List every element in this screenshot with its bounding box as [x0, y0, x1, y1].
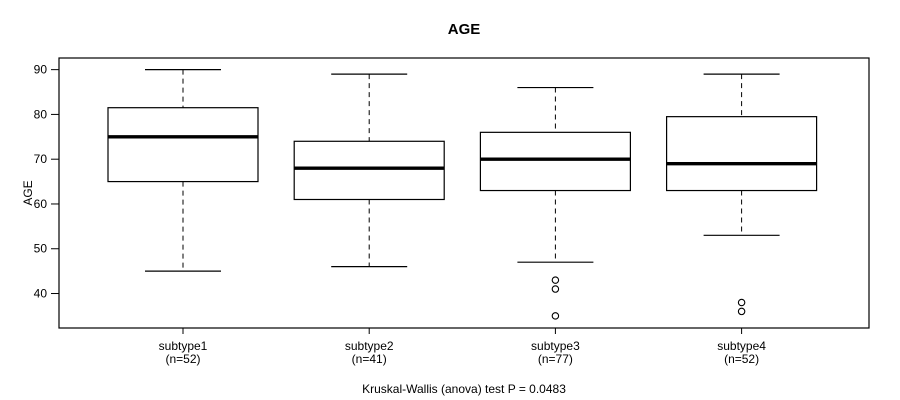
plot-frame — [58, 57, 870, 329]
x-group-label: subtype1 — [159, 339, 208, 353]
outlier-point — [551, 276, 560, 284]
stat-test-caption: Kruskal-Wallis (anova) test P = 0.0483 — [362, 382, 566, 396]
y-tick-label: 70 — [34, 152, 48, 166]
y-tick-label: 90 — [34, 63, 48, 77]
outlier-point — [737, 307, 746, 316]
y-tick-label: 80 — [34, 107, 48, 121]
x-group-label: subtype3 — [531, 339, 580, 353]
x-group-count: (n=52) — [165, 352, 200, 366]
x-group-count: (n=41) — [352, 352, 387, 366]
outlier-point — [551, 285, 560, 293]
y-tick-label: 50 — [34, 242, 48, 256]
outlier-point — [551, 312, 560, 320]
y-axis-title: AGE — [21, 180, 35, 206]
y-tick-label: 60 — [34, 197, 48, 211]
iqr-box — [479, 131, 631, 192]
x-group-label: subtype2 — [345, 339, 394, 353]
x-group-count: (n=77) — [538, 352, 573, 366]
iqr-box — [665, 116, 818, 192]
chart-title: AGE — [447, 21, 481, 38]
iqr-box — [293, 140, 445, 201]
iqr-box — [107, 107, 259, 183]
y-tick-label: 40 — [34, 287, 48, 301]
x-group-label: subtype4 — [717, 339, 766, 353]
outlier-point — [737, 298, 746, 307]
x-group-count: (n=52) — [724, 352, 759, 366]
